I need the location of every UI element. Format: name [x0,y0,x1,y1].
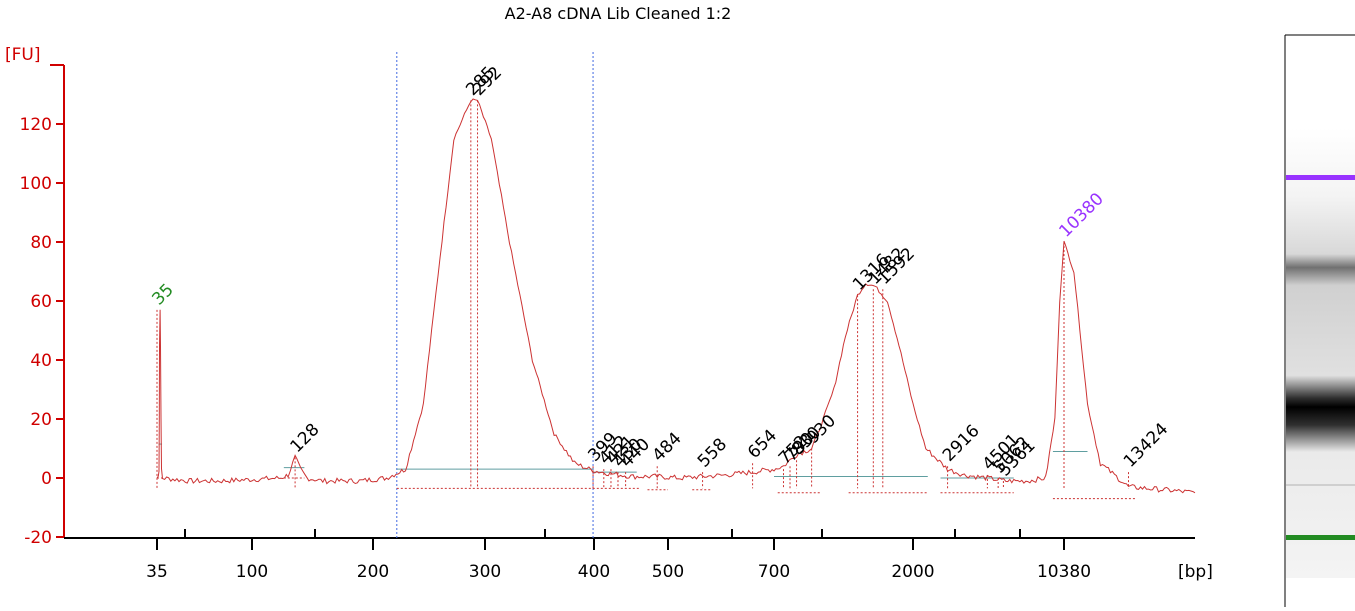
y-tick-label: 80 [30,233,52,253]
gel-faint-band [1286,484,1355,486]
y-tick-label: 40 [30,351,52,371]
gel-lane-body [1286,128,1355,578]
y-ticks: -20 0 20 40 60 80 100 120 [20,115,64,548]
y-tick-label: 60 [30,292,52,312]
gel-lane [1285,35,1355,607]
peak-label: 35 [148,280,177,309]
y-tick-label: -20 [24,528,52,548]
peak-label: 13424 [1120,419,1172,471]
gel-upper-marker-band [1286,175,1355,180]
x-tick-label: 300 [469,562,501,582]
x-tick-label: 500 [652,562,684,582]
y-axis-label: [FU] [5,45,41,65]
y-tick-label: 20 [30,410,52,430]
gel-lower-marker-band [1286,535,1355,540]
x-tick-label: 400 [578,562,610,582]
x-axis-label: [bp] [1178,562,1213,582]
peak-label: 484 [649,429,686,466]
x-tick-label: 100 [236,562,268,582]
x-tick-label: 200 [357,562,389,582]
y-tick-label: 100 [20,174,52,194]
region-markers [397,52,593,538]
y-tick-label: 120 [20,115,52,135]
x-tick-label: 35 [146,562,168,582]
y-tick-label: 0 [41,469,52,489]
peak-label: 2916 [939,421,984,466]
peak-label: 128 [286,420,323,457]
peak-label: 10380 [1055,189,1107,241]
x-ticks: 35 100 200 300 400 500 700 2000 10380 [146,529,1091,582]
peak-label: 558 [694,435,731,472]
x-tick-label: 10380 [1037,562,1091,582]
chart-title: A2-A8 cDNA Lib Cleaned 1:2 [505,4,732,23]
x-tick-label: 2000 [891,562,934,582]
x-tick-label: 700 [758,562,790,582]
peak-label: 654 [744,426,781,463]
